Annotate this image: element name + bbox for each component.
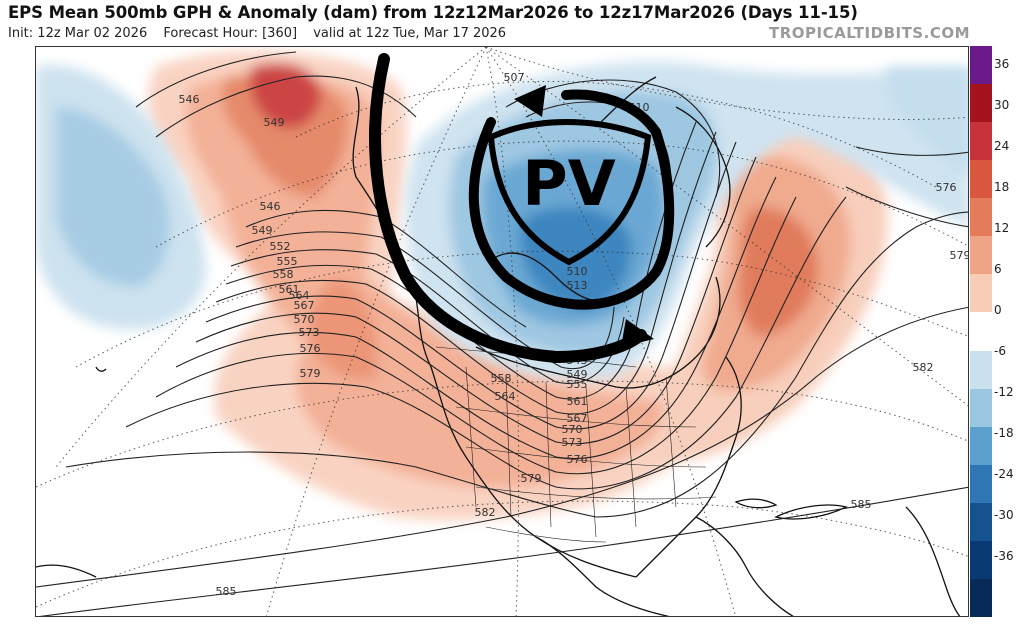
contour-label: 567 [294, 299, 315, 312]
anomaly-map: 507 510 510 513 543 546 546 549 549 549 552 555 555 5… [35, 46, 969, 617]
colorbar-swatch [970, 198, 992, 237]
contour-label: 570 [562, 423, 583, 436]
map-title: EPS Mean 500mb GPH & Anomaly (dam) from … [8, 3, 858, 22]
pv-logo-outer-arc [369, 53, 647, 364]
lat-lon-grid [36, 47, 968, 616]
contour-label: 576 [567, 453, 588, 466]
colorbar-swatch [970, 388, 992, 428]
contour-label: 576 [936, 181, 957, 194]
colorbar-swatch [970, 160, 992, 199]
contour-label: 546 [179, 93, 200, 106]
contour-label: 555 [277, 255, 298, 268]
contour-label: 567 [567, 412, 588, 425]
colorbar-label: 0 [994, 303, 1002, 318]
negative-anomaly-west-pacific [36, 65, 206, 330]
contour-label: 549 [567, 368, 588, 381]
contour-label: 585 [851, 498, 872, 511]
init-time: Init: 12z Mar 02 2026 [8, 26, 148, 41]
colorbar-label: 24 [994, 139, 1010, 154]
contour-label: 513 [567, 279, 588, 292]
site-watermark: TROPICALTIDBITS.COM [769, 24, 970, 42]
colorbar-swatch [970, 426, 992, 466]
contour-label: 579 [300, 367, 321, 380]
contour-labels: 5075105105135435465465495495495525555555… [179, 71, 970, 598]
colorbar-label: -12 [994, 385, 1014, 400]
pv-logo-shield [487, 119, 652, 266]
colorbar-swatch [970, 274, 992, 313]
colorbar-label: 18 [994, 180, 1010, 195]
contour-label: 549 [264, 116, 285, 129]
contour-label: 555 [567, 378, 588, 391]
colorbar-label: -30 [994, 508, 1014, 523]
colorbar-swatch [970, 46, 992, 85]
colorbar-label: -18 [994, 426, 1014, 441]
political-borders [435, 346, 717, 543]
colorbar-labels: 36 30 24 18 12 6 0 -6 -12 -18 -24 -30 -36 [994, 46, 1024, 617]
pv-logo-inner-arc [468, 89, 675, 310]
contour-label: 546 [260, 200, 281, 213]
colorbar-label: 6 [994, 262, 1002, 277]
pv-logo-arrow-right [621, 319, 654, 347]
contour-label: 582 [913, 361, 934, 374]
pv-logo-arrow-top [514, 85, 546, 117]
contour-label: 552 [270, 240, 291, 253]
colorbar-label: 12 [994, 221, 1010, 236]
contour-label: 507 [504, 71, 525, 84]
contour-label: 561 [279, 283, 300, 296]
contour-label: 579 [950, 249, 970, 262]
contour-label: 582 [475, 506, 496, 519]
colorbar-label: -24 [994, 467, 1014, 482]
colorbar-swatch [970, 312, 992, 352]
contour-label: 564 [495, 390, 516, 403]
colorbar-swatch [970, 84, 992, 123]
contour-label: 561 [567, 395, 588, 408]
contour-label: 570 [294, 313, 315, 326]
coastlines [36, 76, 961, 616]
valid-time: valid at 12z Tue, Mar 17 2026 [313, 26, 507, 41]
colorbar-swatch [970, 578, 992, 618]
contour-label: 573 [299, 326, 320, 339]
anomaly-shading [36, 50, 968, 521]
colorbar-swatch [970, 236, 992, 275]
contour-label: 573 [562, 436, 583, 449]
colorbar-label: -6 [994, 344, 1006, 359]
height-contours [36, 51, 968, 616]
contour-label: 579 [521, 472, 542, 485]
colorbar [970, 46, 992, 618]
colorbar-swatch [970, 122, 992, 161]
colorbar-label: 36 [994, 57, 1010, 71]
colorbar-swatch [970, 502, 992, 542]
colorbar-swatch [970, 350, 992, 390]
positive-anomaly-pacific [147, 50, 726, 521]
colorbar-label: -36 [994, 549, 1014, 564]
positive-anomaly-atlantic [656, 119, 888, 460]
contour-label: 510 [567, 265, 588, 278]
contour-label: 585 [216, 585, 237, 598]
map-subtitle: Init: 12z Mar 02 2026 Forecast Hour: [36… [8, 26, 518, 41]
contour-label: 576 [300, 342, 321, 355]
contour-label: 564 [289, 289, 310, 302]
colorbar-swatch [970, 540, 992, 580]
chart-header: EPS Mean 500mb GPH & Anomaly (dam) from … [0, 0, 1024, 46]
forecast-hour: Forecast Hour: [360] [163, 26, 298, 41]
pv-logo: PV [369, 53, 675, 364]
negative-anomaly-north-atlantic [886, 67, 968, 176]
colorbar-swatch [970, 464, 992, 504]
colorbar-label: 30 [994, 98, 1010, 113]
contour-label: 558 [273, 268, 294, 281]
contour-label: 558 [491, 372, 512, 385]
contour-label: 549 [252, 224, 273, 237]
pv-logo-text: PV [522, 147, 615, 220]
